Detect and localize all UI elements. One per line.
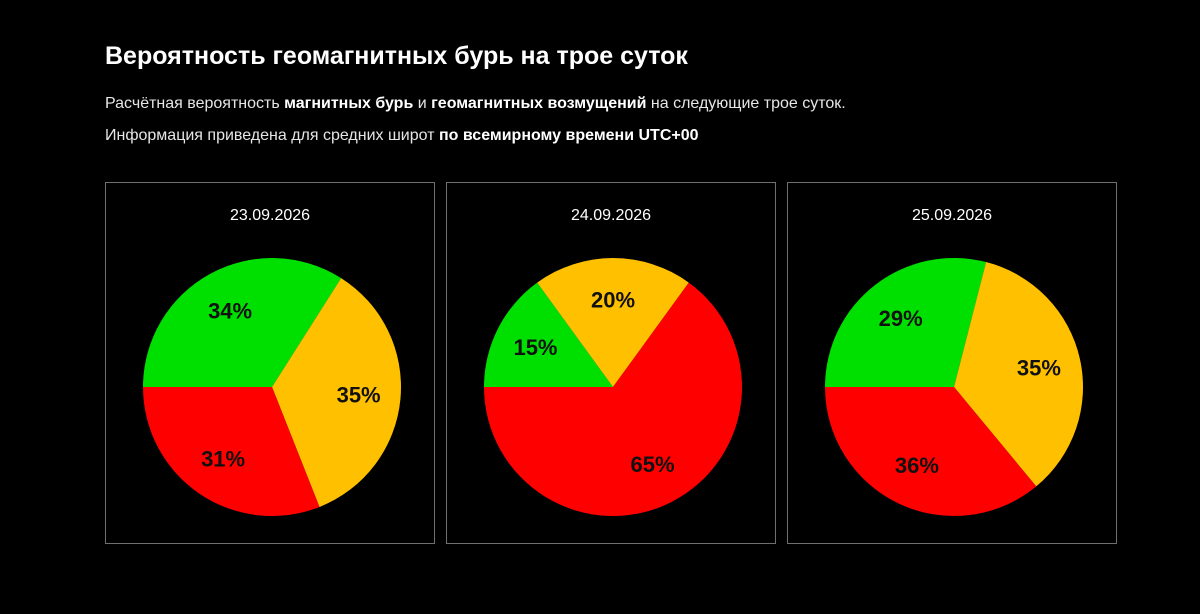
description-line-1: Расчётная вероятность магнитных бурь и г…	[105, 95, 846, 113]
panel-date: 24.09.2026	[570, 207, 652, 224]
desc-text: и	[413, 95, 432, 112]
pie-slice-label-orange: 35%	[337, 383, 381, 408]
pie-slice-label-orange: 20%	[591, 288, 635, 313]
pie-slice-green	[825, 258, 987, 387]
pie-slice-red	[825, 387, 1037, 516]
pie-slice-label-red: 31%	[201, 446, 245, 471]
pie-slice-green	[484, 282, 613, 387]
pie-chart-day-2: 15% 20% 65%	[484, 258, 742, 517]
panel-date: 25.09.2026	[911, 207, 993, 224]
page-title: Вероятность геомагнитных бурь на трое су…	[105, 42, 688, 70]
pie-slice-orange	[954, 262, 1083, 487]
pie-slice-label-green: 15%	[513, 335, 557, 360]
pie-slice-label-green: 29%	[879, 306, 923, 331]
desc-bold-magnetic-storms: магнитных бурь	[284, 95, 414, 112]
desc-text: на следующие трое суток.	[646, 95, 846, 112]
pie-slice-green	[143, 258, 342, 387]
panel-date: 23.09.2026	[229, 207, 311, 224]
pie-chart-day-3: 29% 35% 36%	[825, 258, 1083, 516]
pie-panel-day-1: 23.09.2026 34% 35% 31%	[105, 182, 435, 544]
description-line-2: Информация приведена для средних широт п…	[105, 127, 699, 145]
pie-slice-orange	[272, 278, 401, 507]
desc-bold-geomagnetic-disturbances: геомагнитных возмущений	[431, 95, 647, 112]
desc-text: Информация приведена для средних широт	[105, 127, 439, 144]
pie-slice-red	[143, 387, 320, 516]
desc-bold-utc: по всемирному времени UTC+00	[438, 127, 699, 144]
pie-panel-day-3: 25.09.2026 29% 35% 36%	[787, 182, 1117, 544]
pie-slice-label-red: 36%	[895, 453, 939, 478]
pie-chart-day-1: 34% 35% 31%	[143, 258, 401, 516]
pie-slice-red	[484, 282, 742, 517]
pie-panel-day-2: 24.09.2026 15% 20% 65%	[446, 182, 776, 544]
desc-text: Расчётная вероятность	[105, 95, 285, 112]
pie-slice-label-red: 65%	[630, 452, 674, 477]
pie-slice-orange	[537, 258, 689, 387]
pie-slice-label-green: 34%	[208, 298, 252, 323]
pie-slice-label-orange: 35%	[1017, 356, 1061, 381]
